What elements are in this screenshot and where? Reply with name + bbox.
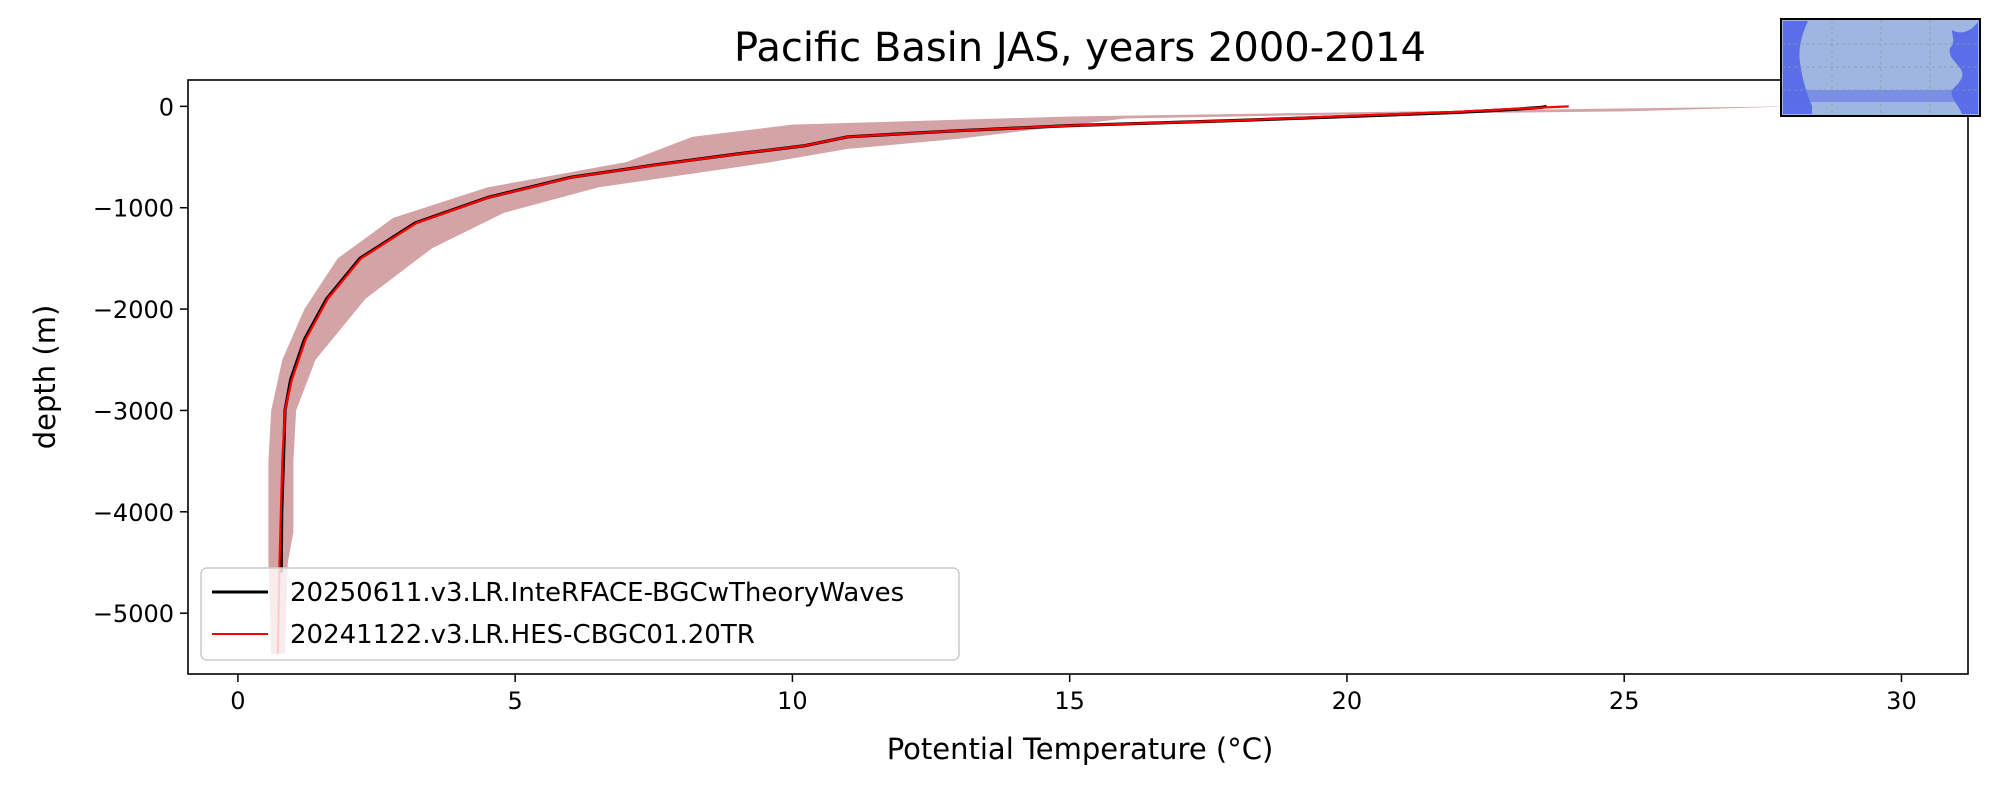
basin-inset-map bbox=[1780, 18, 1981, 117]
plot-frame bbox=[187, 79, 1969, 675]
x-tick-label: 25 bbox=[1609, 687, 1640, 715]
y-tick-label: −4000 bbox=[93, 499, 174, 527]
y-tick-label: −1000 bbox=[93, 195, 174, 223]
x-tick-label: 30 bbox=[1886, 687, 1917, 715]
legend: 20250611.v3.LR.InteRFACE-BGCwTheoryWaves… bbox=[200, 567, 960, 661]
series-line-1 bbox=[276, 105, 1569, 654]
x-tick-label: 0 bbox=[230, 687, 245, 715]
chart-title: Pacific Basin JAS, years 2000-2014 bbox=[734, 25, 1426, 71]
y-axis-label: depth (m) bbox=[28, 305, 62, 450]
y-tick-label: −2000 bbox=[93, 296, 174, 324]
legend-label-series-1: 20241122.v3.LR.HES-CBGC01.20TR bbox=[290, 620, 755, 650]
legend-box bbox=[200, 567, 960, 661]
y-tick-label: −5000 bbox=[93, 600, 174, 628]
x-tick-label: 15 bbox=[1054, 687, 1085, 715]
x-tick-label: 5 bbox=[508, 687, 523, 715]
y-axis-ticks: 0 −1000 −2000 −3000 −4000 −5000 bbox=[93, 93, 188, 628]
inset-southern-band bbox=[1783, 90, 1978, 102]
legend-label-series-0: 20250611.v3.LR.InteRFACE-BGCwTheoryWaves bbox=[290, 578, 904, 608]
y-tick-label: −3000 bbox=[93, 397, 174, 425]
series-line-0 bbox=[279, 104, 1547, 573]
series-lines bbox=[276, 104, 1569, 654]
y-tick-label: 0 bbox=[159, 93, 174, 121]
x-axis-label: Potential Temperature (°C) bbox=[887, 732, 1274, 766]
x-tick-label: 20 bbox=[1332, 687, 1363, 715]
x-tick-label: 10 bbox=[777, 687, 808, 715]
x-axis-ticks: 0 5 10 15 20 25 30 bbox=[230, 674, 1917, 715]
